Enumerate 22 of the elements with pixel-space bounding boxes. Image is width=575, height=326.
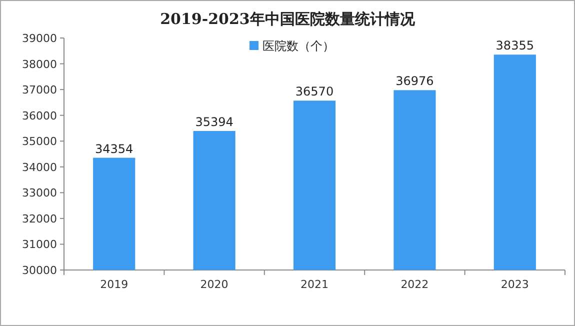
data-label: 35394 bbox=[195, 114, 234, 129]
data-label: 38355 bbox=[496, 38, 534, 53]
y-tick-label: 34000 bbox=[22, 160, 57, 174]
x-tick-label: 2023 bbox=[500, 278, 529, 291]
x-tick-label: 2019 bbox=[100, 278, 128, 291]
y-tick-label: 30000 bbox=[22, 264, 57, 277]
y-tick-label: 32000 bbox=[22, 212, 57, 226]
x-tick-label: 2020 bbox=[200, 278, 228, 291]
legend-label: 医院数（个） bbox=[262, 39, 334, 53]
y-tick-label: 38000 bbox=[22, 58, 57, 71]
y-tick-label: 35000 bbox=[22, 135, 57, 148]
y-tick-label: 37000 bbox=[22, 84, 57, 97]
data-label: 36976 bbox=[396, 74, 434, 88]
data-label: 36570 bbox=[295, 84, 334, 99]
data-label: 34354 bbox=[95, 142, 134, 156]
y-tick-label: 33000 bbox=[22, 186, 57, 200]
y-tick-label: 31000 bbox=[22, 238, 57, 252]
x-tick-label: 2022 bbox=[400, 278, 429, 291]
y-tick-label: 39000 bbox=[22, 32, 57, 45]
chart-title: 2019-2023年中国医院数量统计情况 bbox=[160, 10, 416, 28]
y-tick-label: 36000 bbox=[22, 109, 57, 122]
x-tick-label: 2021 bbox=[300, 278, 328, 291]
